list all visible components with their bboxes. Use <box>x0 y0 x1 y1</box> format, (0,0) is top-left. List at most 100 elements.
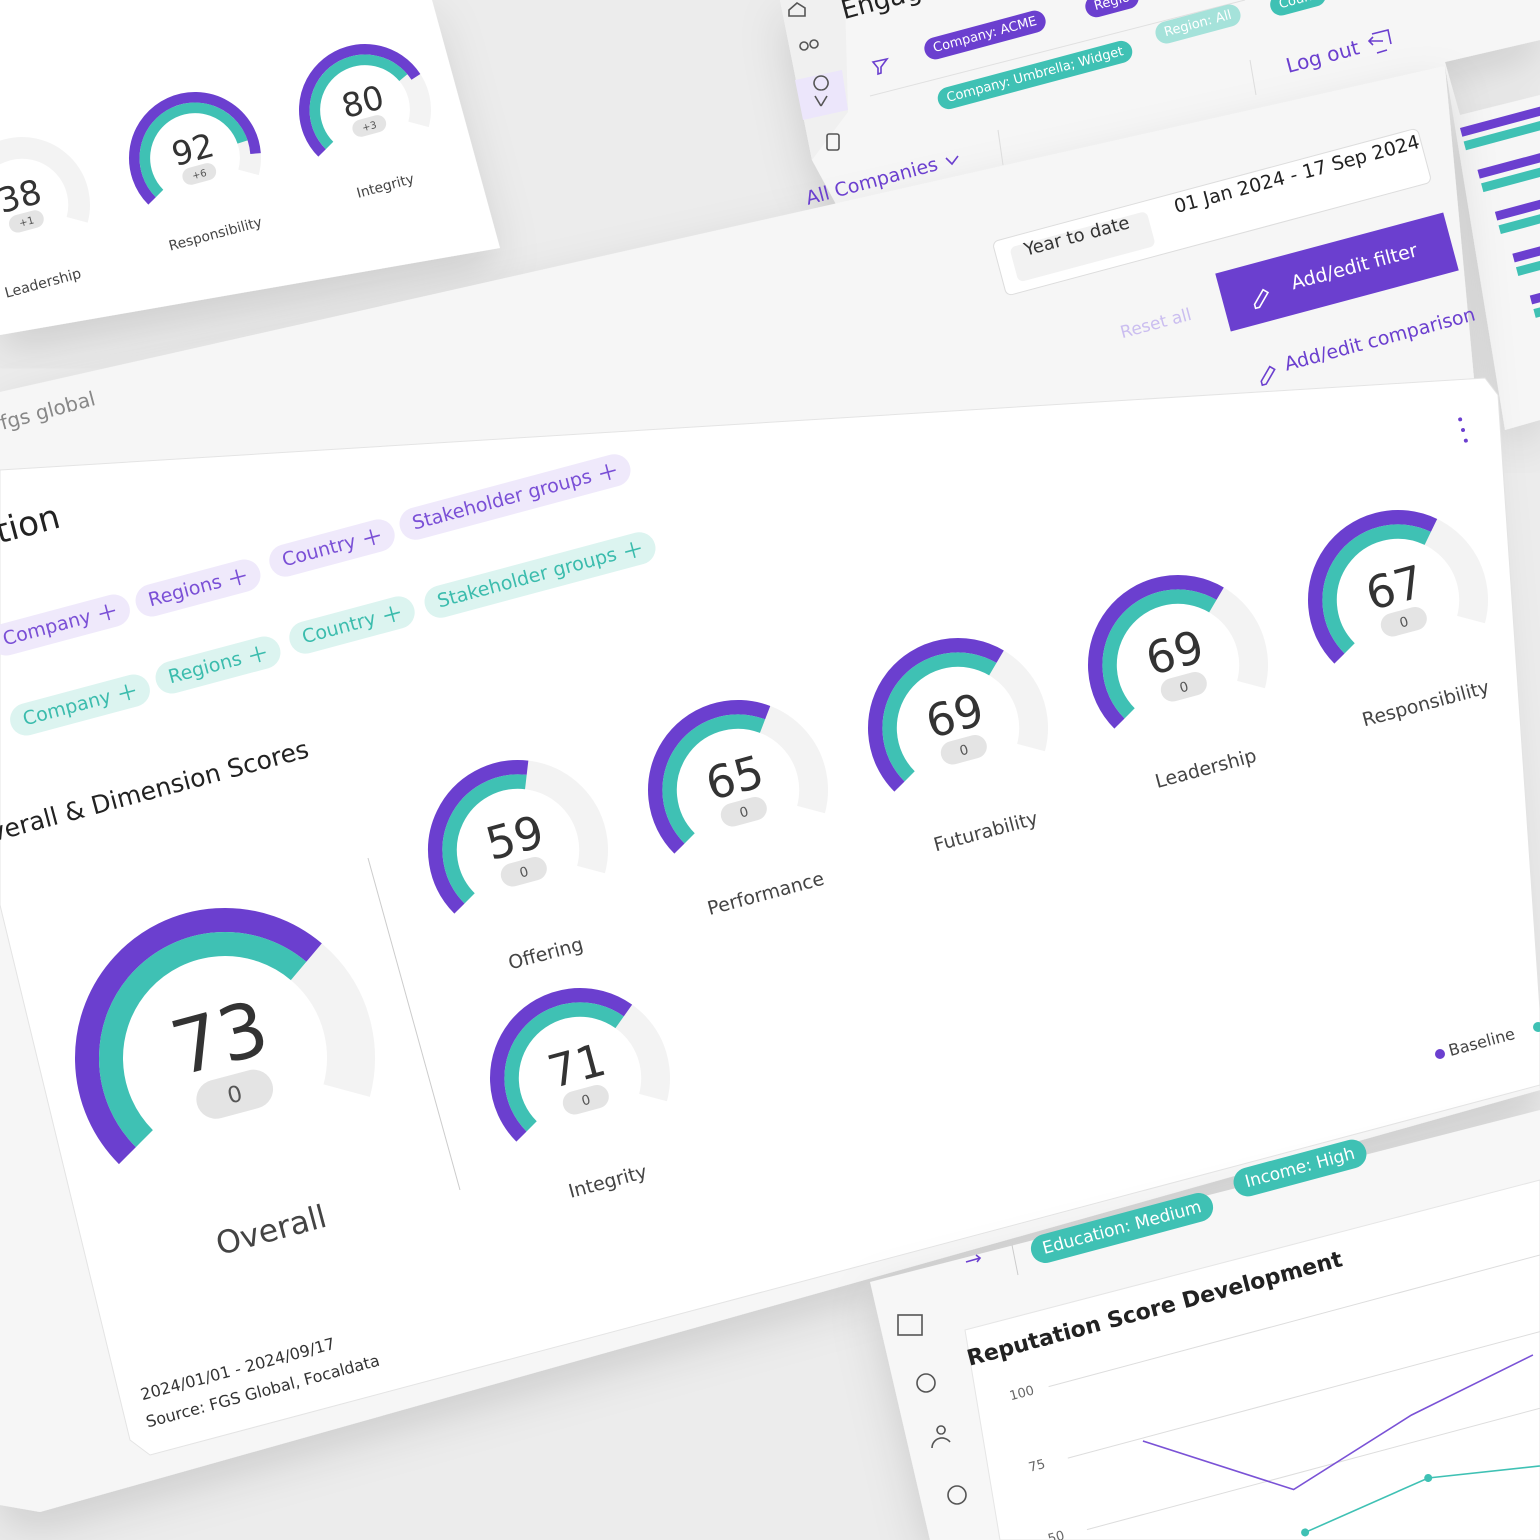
plus-icon <box>389 606 395 623</box>
chip-bg <box>0 594 130 656</box>
change-pill <box>196 1069 274 1119</box>
kebab-dot <box>1463 438 1468 443</box>
gauge-change: +3 <box>361 120 378 134</box>
kebab-menu[interactable] <box>1458 417 1469 443</box>
change-pill <box>720 797 767 827</box>
logout-icon <box>1367 29 1392 54</box>
network-icon <box>947 1485 967 1505</box>
chip-bg <box>924 10 1046 60</box>
divider <box>997 129 1004 166</box>
plus-icon <box>235 569 241 586</box>
divider <box>1011 1244 1019 1276</box>
gauge-change: 0 <box>518 864 530 882</box>
plus-icon <box>124 684 131 701</box>
kebab-dot <box>1461 428 1465 432</box>
chip-bg <box>1030 1193 1214 1263</box>
filter-button-bg[interactable] <box>1215 212 1459 332</box>
plus-icon <box>255 646 261 663</box>
divider <box>367 857 461 1191</box>
chip-bg <box>269 519 395 577</box>
chip[interactable]: Regio <box>1083 0 1141 20</box>
legend-dot <box>1435 1049 1445 1059</box>
chevron-icon <box>945 155 959 166</box>
gauge-change: 0 <box>738 804 750 822</box>
sidebar-active <box>795 70 848 120</box>
comparison-link[interactable] <box>1258 365 1278 387</box>
comparison-arc <box>882 652 997 782</box>
baseline-arc <box>428 760 529 914</box>
gauge-change: 0 <box>225 1081 246 1110</box>
comparison-arc <box>662 714 766 844</box>
baseline-arc <box>75 908 322 1165</box>
plus-icon <box>369 529 375 546</box>
series-point <box>1424 1473 1433 1482</box>
y-tick-label: 75 <box>1027 1457 1047 1476</box>
chip-bg <box>399 454 631 540</box>
pencil-icon <box>1260 365 1276 387</box>
gauge-change: 0 <box>1178 679 1190 697</box>
baseline-arc <box>868 638 1004 792</box>
baseline-arc <box>129 92 261 205</box>
gauge-track <box>0 137 90 254</box>
baseline-arc <box>648 700 771 854</box>
comparison-arc <box>1322 524 1431 654</box>
gauge-change: 0 <box>958 742 970 760</box>
map-icon <box>897 1314 923 1336</box>
change-pill <box>9 210 44 233</box>
period-pill <box>1010 212 1155 282</box>
baseline-arc <box>299 44 421 157</box>
divider <box>1249 59 1257 96</box>
plus-icon <box>630 542 636 559</box>
gauge-change: +6 <box>191 168 208 182</box>
chip-bg <box>1233 1139 1367 1197</box>
y-tick-label: 100 <box>1008 1383 1036 1404</box>
gauge-change: +1 <box>18 215 35 230</box>
comparison-arc <box>1102 589 1217 719</box>
people-icon <box>799 41 809 51</box>
decor-bar <box>1498 194 1540 235</box>
grid-line <box>1086 1358 1540 1531</box>
line-chart: 100 75 50 <box>1008 1215 1540 1540</box>
change-pill <box>352 115 387 137</box>
series-point <box>1301 1528 1310 1537</box>
change-pill <box>1160 672 1207 702</box>
gauge-change: 0 <box>580 1092 592 1110</box>
kebab-dot <box>1458 417 1463 422</box>
plus-icon <box>605 464 611 481</box>
y-tick-label: 50 <box>1046 1528 1066 1540</box>
change-pill <box>1380 607 1427 637</box>
change-pill <box>500 857 547 887</box>
chart-card <box>964 1179 1540 1540</box>
doc-icon <box>826 133 840 151</box>
chip-bg <box>424 532 656 618</box>
change-pill <box>562 1085 609 1115</box>
decor-bar <box>1463 110 1540 151</box>
grid-line <box>1048 1215 1540 1388</box>
chip-bg <box>289 596 415 654</box>
home-icon <box>788 2 806 17</box>
change-pill <box>940 735 987 765</box>
filter-button[interactable]: Add/edit filter <box>1215 212 1459 332</box>
legend-dot <box>1533 1022 1540 1032</box>
pencil-icon <box>1253 288 1270 310</box>
decor-bar <box>1481 152 1540 193</box>
chip-bg <box>155 636 281 694</box>
bar-strip <box>1460 96 1540 318</box>
comparison-arc <box>309 54 408 150</box>
comparison-arc <box>504 1002 624 1132</box>
top-right-panel <box>780 0 1540 430</box>
chip-bg <box>937 40 1133 110</box>
decor-bar <box>1460 96 1540 137</box>
decor-bar <box>1494 180 1540 221</box>
baseline-arc <box>1308 510 1438 664</box>
decor-bar <box>1477 138 1540 179</box>
chip-bg <box>135 559 261 617</box>
chip-bg <box>10 674 150 736</box>
comparison-arc <box>139 102 248 198</box>
baseline-arc <box>1088 575 1224 729</box>
people-icon <box>809 39 819 49</box>
